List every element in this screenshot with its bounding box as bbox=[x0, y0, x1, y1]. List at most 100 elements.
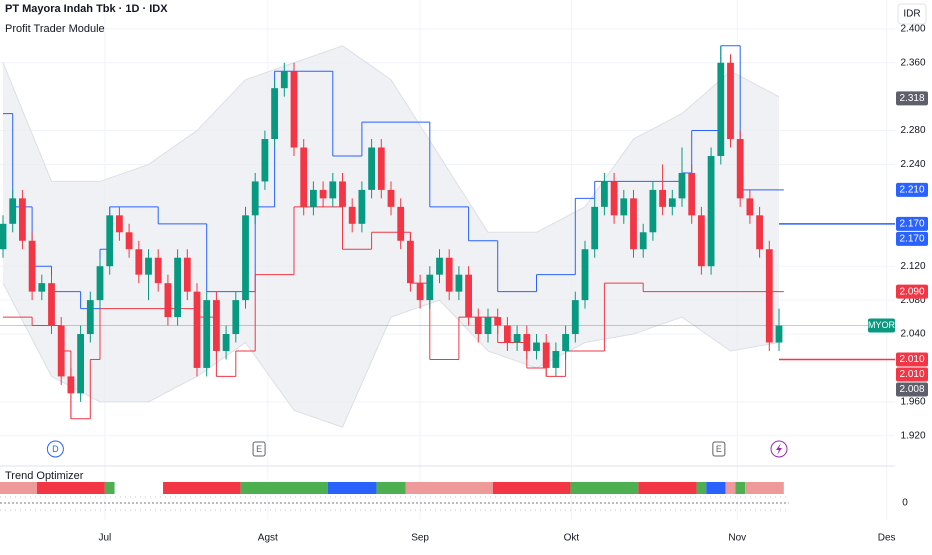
candle-body bbox=[213, 300, 220, 351]
event-label: E bbox=[716, 444, 722, 454]
candle-body bbox=[261, 139, 269, 182]
candle-body bbox=[513, 334, 521, 343]
candle-body bbox=[96, 266, 104, 301]
candle-body bbox=[251, 181, 259, 216]
candle-body bbox=[222, 334, 230, 351]
price-label-box bbox=[896, 352, 928, 367]
candle-body bbox=[9, 198, 17, 224]
y-tick-label: 2.120 bbox=[900, 261, 925, 272]
trend-segment bbox=[405, 482, 493, 494]
trend-segment bbox=[104, 482, 115, 494]
price-label: 2.090 bbox=[899, 286, 924, 297]
candle-body bbox=[727, 62, 734, 140]
y-tick-label: 2.240 bbox=[900, 159, 925, 170]
candle-body bbox=[397, 206, 405, 241]
candle-body bbox=[416, 283, 424, 301]
band-lower bbox=[2, 282, 780, 428]
event-marker[interactable] bbox=[46, 440, 64, 458]
candle-body bbox=[678, 172, 686, 199]
candle-body bbox=[523, 334, 531, 351]
event-marker[interactable] bbox=[252, 441, 266, 457]
symbol-label: MYOR bbox=[868, 320, 896, 330]
price-label: 2.210 bbox=[899, 185, 924, 196]
trend-segment bbox=[725, 482, 736, 494]
trend-segment bbox=[0, 482, 37, 494]
candle-body bbox=[494, 317, 502, 326]
candle-body bbox=[445, 257, 453, 292]
candle-body bbox=[707, 155, 715, 267]
candle-body bbox=[319, 189, 327, 199]
candle-body bbox=[474, 317, 482, 335]
price-label: 2.170 bbox=[899, 218, 924, 229]
y-tick-label: 1.920 bbox=[900, 430, 925, 441]
currency: IDR bbox=[903, 9, 920, 20]
y-tick-label: 2.400 bbox=[900, 23, 925, 34]
trend-segment bbox=[696, 482, 707, 494]
candle-body bbox=[77, 334, 85, 394]
event-label: E bbox=[256, 444, 262, 454]
candle-body bbox=[533, 342, 540, 351]
candle-body bbox=[562, 334, 569, 351]
candle-body bbox=[0, 223, 7, 250]
candle-body bbox=[465, 274, 472, 318]
event-marker[interactable] bbox=[712, 441, 726, 457]
candle-body bbox=[57, 325, 65, 377]
candle-body bbox=[436, 257, 443, 275]
candle-body bbox=[717, 62, 725, 156]
candle-body bbox=[358, 189, 366, 224]
currency-box[interactable] bbox=[897, 3, 927, 25]
y-tick-label: 2.040 bbox=[900, 329, 925, 340]
candle-body bbox=[116, 215, 123, 233]
candle-body bbox=[600, 181, 608, 207]
x-tick-label: Agst bbox=[258, 533, 278, 544]
candle-body bbox=[387, 189, 395, 207]
chart-title: PT Mayora Indah Tbk · 1D · IDX bbox=[5, 3, 168, 15]
candle-body bbox=[659, 189, 666, 207]
price-label: 2.170 bbox=[899, 233, 924, 244]
candle-body bbox=[329, 181, 337, 199]
y-tick-label: 2.360 bbox=[900, 57, 925, 68]
candle-body bbox=[552, 350, 560, 368]
candle-body bbox=[736, 139, 744, 199]
candle-body bbox=[154, 257, 162, 284]
candle-body bbox=[377, 147, 385, 190]
candle-body bbox=[125, 232, 133, 250]
price-label-box bbox=[896, 216, 928, 231]
candle-body bbox=[232, 300, 240, 335]
candle-body bbox=[775, 325, 783, 343]
candle-body bbox=[67, 376, 75, 394]
candle-body bbox=[164, 283, 172, 318]
candle-body bbox=[280, 71, 288, 89]
price-label: 2.318 bbox=[899, 93, 924, 104]
candle-body bbox=[106, 215, 114, 267]
candle-body bbox=[668, 198, 676, 207]
candle-body bbox=[620, 198, 628, 216]
y-tick-label: 1.960 bbox=[900, 396, 925, 407]
candle-body bbox=[310, 189, 317, 207]
candle-body bbox=[174, 257, 181, 318]
x-tick-label: Nov bbox=[728, 533, 746, 544]
candle-body bbox=[135, 249, 143, 275]
candle-body bbox=[368, 147, 375, 190]
candle-body bbox=[746, 198, 754, 216]
price-label-box bbox=[896, 231, 928, 246]
price-label-box bbox=[896, 182, 928, 197]
candle-body bbox=[542, 342, 550, 368]
candle-body bbox=[630, 198, 637, 250]
price-axis bbox=[895, 0, 932, 550]
main-layer: D E E MYOR bbox=[0, 45, 896, 511]
trend-segment bbox=[706, 482, 726, 494]
candle-body bbox=[203, 300, 211, 368]
candle-body bbox=[639, 232, 647, 250]
price-label-box bbox=[896, 367, 928, 382]
trend-segment bbox=[327, 482, 377, 494]
candle-body bbox=[756, 215, 763, 250]
candle-body bbox=[649, 189, 657, 233]
candle-body bbox=[688, 172, 696, 216]
candle-body bbox=[48, 283, 55, 326]
candle-body bbox=[591, 206, 599, 250]
candle-body bbox=[407, 240, 414, 284]
candle-body bbox=[348, 206, 356, 224]
